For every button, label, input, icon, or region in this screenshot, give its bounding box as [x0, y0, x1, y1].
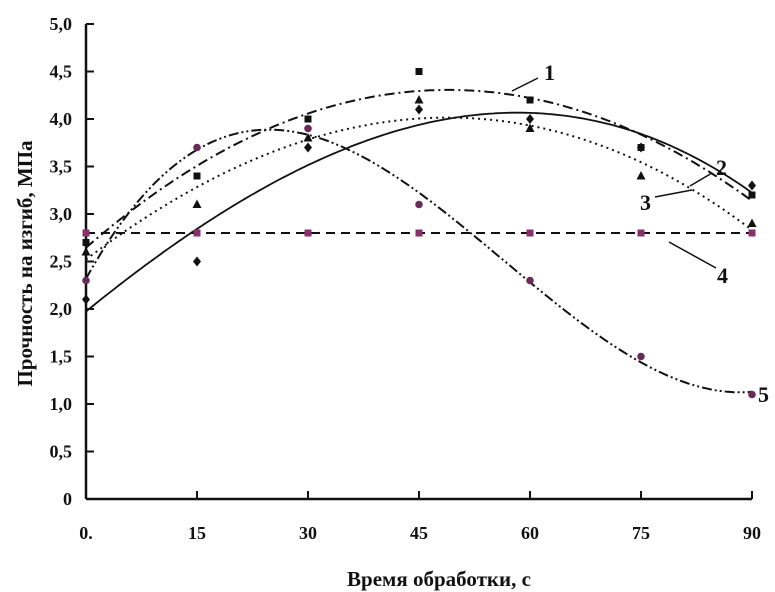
x-tick-label: 75 [632, 523, 650, 543]
curve-3 [85, 116, 753, 261]
curve-2 [85, 111, 753, 313]
marker-series-5 [193, 143, 201, 152]
leader-4 [668, 241, 717, 269]
y-tick-label: 4,0 [50, 109, 73, 129]
curve-label-2: 2 [716, 155, 727, 180]
marker-series-5 [304, 124, 312, 133]
y-tick-label: 2,0 [50, 299, 73, 319]
curve-label-1: 1 [544, 60, 555, 85]
marker-series-3 [303, 133, 313, 142]
marker-series-4 [526, 229, 534, 237]
marker-series-4 [193, 229, 201, 237]
marker-series-1 [748, 191, 756, 199]
marker-series-2 [526, 114, 534, 124]
curve-label-5: 5 [758, 382, 769, 407]
x-tick-label: 45 [410, 523, 428, 543]
x-tick-label: 30 [299, 523, 317, 543]
y-tick-label: 5,0 [50, 14, 73, 34]
y-tick-label: 3,5 [50, 157, 73, 177]
marker-series-1 [415, 68, 423, 75]
y-tick-label: 0 [63, 489, 72, 509]
x-tick-label: 90 [743, 523, 761, 543]
marker-series-3 [525, 123, 535, 132]
marker-series-1 [193, 172, 201, 180]
x-tick-label: 0. [79, 523, 93, 543]
leader-2 [689, 172, 713, 187]
marker-series-3 [747, 218, 757, 227]
y-tick-label: 1,5 [50, 347, 73, 367]
y-tick-label: 4,5 [50, 62, 73, 82]
marker-series-1 [304, 115, 312, 123]
markers [81, 68, 757, 399]
y-tick-label: 0,5 [50, 442, 73, 462]
curve-label-4: 4 [717, 263, 728, 288]
y-axis-title: Прочность на изгиб, МПа [13, 140, 37, 387]
marker-series-5 [637, 352, 645, 361]
marker-series-5 [82, 276, 90, 285]
y-tick-label: 1,0 [50, 394, 73, 414]
marker-series-2 [304, 142, 312, 153]
y-tick-label: 3,0 [50, 204, 73, 224]
x-tick-label: 15 [188, 523, 206, 543]
marker-series-2 [193, 256, 201, 267]
curve-label-leaders [511, 77, 717, 269]
curve-label-3: 3 [640, 190, 651, 215]
marker-series-4 [304, 229, 312, 237]
leader-3 [654, 189, 693, 198]
marker-series-3 [414, 95, 424, 104]
marker-series-5 [748, 390, 756, 399]
marker-series-5 [415, 200, 423, 209]
y-tick-label: 2,5 [50, 252, 73, 272]
x-tick-label: 60 [521, 523, 539, 543]
marker-series-3 [192, 199, 202, 208]
marker-series-4 [82, 229, 90, 237]
marker-series-1 [526, 96, 534, 104]
marker-series-2 [415, 104, 423, 115]
marker-series-3 [636, 171, 646, 180]
marker-series-2 [637, 142, 645, 153]
x-ticks: 0. 15 30 45 60 75 90 [79, 491, 761, 543]
x-axis-title: Время обработки, с [347, 567, 531, 591]
curve-5 [85, 128, 753, 394]
marker-series-4 [415, 229, 423, 237]
marker-series-2 [82, 294, 90, 305]
marker-series-4 [637, 229, 645, 237]
marker-series-4 [748, 229, 756, 237]
curve-labels: 1 2 3 4 5 [544, 60, 769, 407]
marker-series-3 [81, 247, 91, 256]
curves [85, 88, 753, 394]
marker-series-5 [526, 276, 534, 285]
marker-series-2 [748, 180, 756, 191]
y-ticks: 0 0,5 1,0 1,5 2,0 2,5 3,0 3,5 4,0 4,5 5,0 [50, 14, 94, 509]
marker-series-1 [82, 239, 90, 246]
leader-1 [511, 77, 539, 92]
